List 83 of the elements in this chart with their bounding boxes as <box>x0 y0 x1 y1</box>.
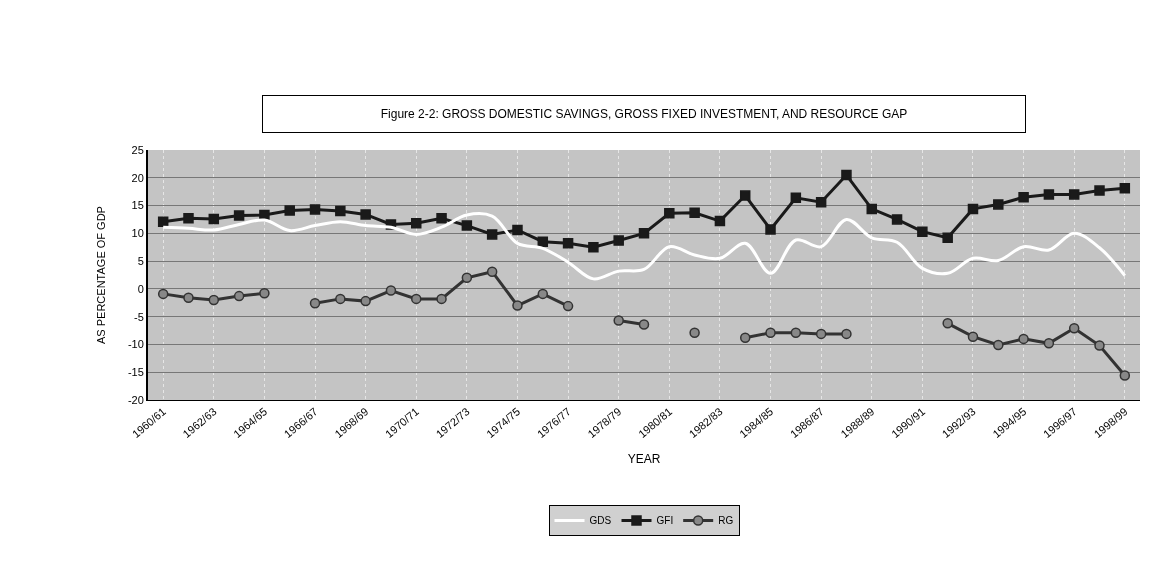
point <box>512 300 523 311</box>
point <box>917 226 928 237</box>
point <box>486 229 498 240</box>
point <box>714 215 726 227</box>
y-tick-label: 5 <box>137 254 144 267</box>
point <box>891 214 903 225</box>
point <box>309 298 321 309</box>
point <box>967 203 979 215</box>
point <box>461 272 473 284</box>
point <box>1018 191 1029 203</box>
point <box>1119 183 1131 194</box>
point <box>967 331 979 342</box>
y-tick-label: -20 <box>127 393 144 406</box>
point <box>157 216 169 227</box>
point <box>866 203 878 215</box>
point <box>259 288 270 299</box>
point <box>1094 340 1105 351</box>
chart-title: Figure 2-2: GROSS DOMESTIC SAVINGS, GROSS FIXED INVESTMENT, AND RESOURCE GAP <box>380 107 908 121</box>
point <box>385 285 397 296</box>
point <box>436 213 447 224</box>
point <box>765 327 776 339</box>
point <box>360 295 371 307</box>
point <box>588 241 599 253</box>
point <box>562 300 574 312</box>
legend-label: RG <box>718 515 734 527</box>
y-axis-title: AS PERCENTAGE OF GDP <box>95 206 108 344</box>
point <box>664 208 675 219</box>
point <box>284 205 295 216</box>
point <box>461 220 473 231</box>
point <box>410 293 422 305</box>
point <box>436 293 447 305</box>
point <box>689 327 700 339</box>
y-tick-label: 0 <box>137 282 144 295</box>
point <box>841 169 852 181</box>
point <box>562 238 574 249</box>
point <box>1068 189 1080 200</box>
y-tick-label: 10 <box>131 227 144 240</box>
point <box>335 293 346 305</box>
point <box>1043 338 1055 349</box>
point <box>689 207 700 219</box>
point <box>739 332 751 344</box>
y-tick-label: -10 <box>127 338 144 351</box>
legend-label: GFI <box>656 515 674 527</box>
point <box>613 235 624 246</box>
point <box>208 213 220 225</box>
point <box>841 328 852 340</box>
point <box>537 236 549 247</box>
point <box>1068 323 1080 334</box>
point <box>739 190 751 201</box>
point <box>1043 189 1055 200</box>
y-tick-label: 25 <box>131 143 144 156</box>
point <box>309 204 321 215</box>
point <box>208 294 220 306</box>
point <box>765 224 776 235</box>
point <box>486 266 498 277</box>
point <box>942 232 953 244</box>
point <box>233 210 245 221</box>
point <box>1094 185 1105 196</box>
point <box>790 192 802 204</box>
point <box>360 209 371 220</box>
point <box>815 196 827 208</box>
x-axis-title: YEAR <box>627 451 661 466</box>
point <box>157 288 169 300</box>
point <box>993 199 1004 210</box>
point <box>183 213 194 224</box>
point <box>335 205 346 217</box>
point <box>942 318 953 329</box>
point <box>638 228 650 239</box>
point <box>1119 370 1131 381</box>
y-tick-label: 15 <box>131 199 144 212</box>
y-tick-label: -5 <box>134 310 144 323</box>
point <box>1018 333 1029 345</box>
point <box>993 339 1004 351</box>
y-tick-label: -15 <box>127 366 144 379</box>
point <box>790 327 802 339</box>
point <box>512 224 523 236</box>
point <box>815 328 827 340</box>
legend-label: GDS <box>589 515 612 527</box>
point <box>410 218 422 229</box>
y-tick-label: 20 <box>131 171 144 184</box>
point <box>537 288 549 300</box>
point <box>233 290 245 302</box>
point <box>183 292 194 304</box>
